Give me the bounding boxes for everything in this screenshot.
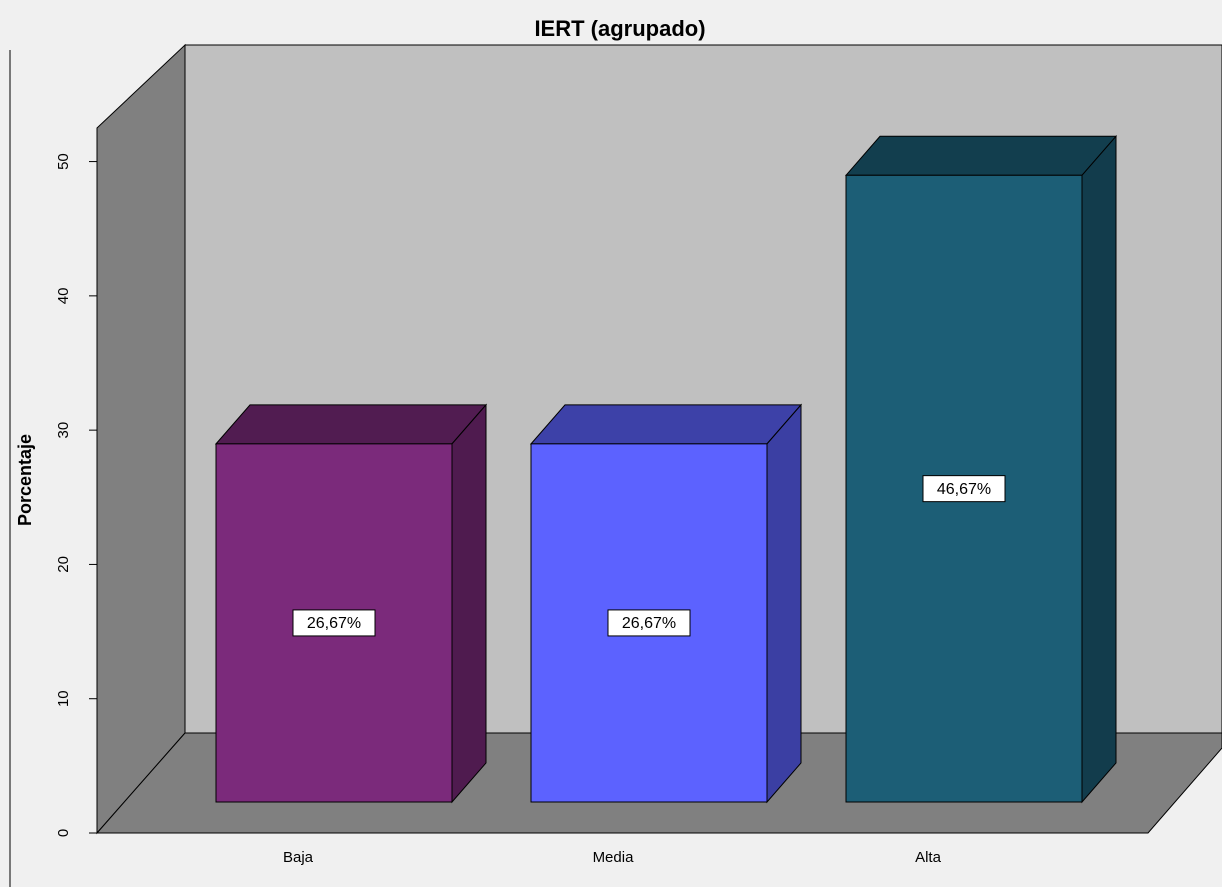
value-label-box [922,475,1006,503]
x-tick-label: Baja [283,849,314,866]
chart-title: IERT (agrupado) [534,16,705,41]
bar-side [451,403,487,804]
x-tick-label: Alta [915,849,942,866]
value-label: 26,67% [622,615,676,632]
left-wall [96,43,186,835]
bar-side [1081,134,1117,804]
y-tick-label: 40 [55,288,72,305]
y-tick-label: 10 [55,690,72,707]
value-label: 26,67% [307,615,361,632]
y-tick-label: 30 [55,422,72,439]
y-tick-label: 20 [55,556,72,573]
bar-top [844,135,1118,176]
bar-side [766,403,802,804]
value-label-box [292,609,376,637]
y-tick-label: 50 [55,153,72,170]
bar-top [529,404,803,445]
x-tick-label: Media [593,849,635,866]
value-label-box [607,609,691,637]
value-label: 46,67% [937,481,991,498]
y-tick-label: 0 [55,829,72,837]
bar-top [214,404,488,445]
y-axis-label: Porcentaje [15,434,35,526]
